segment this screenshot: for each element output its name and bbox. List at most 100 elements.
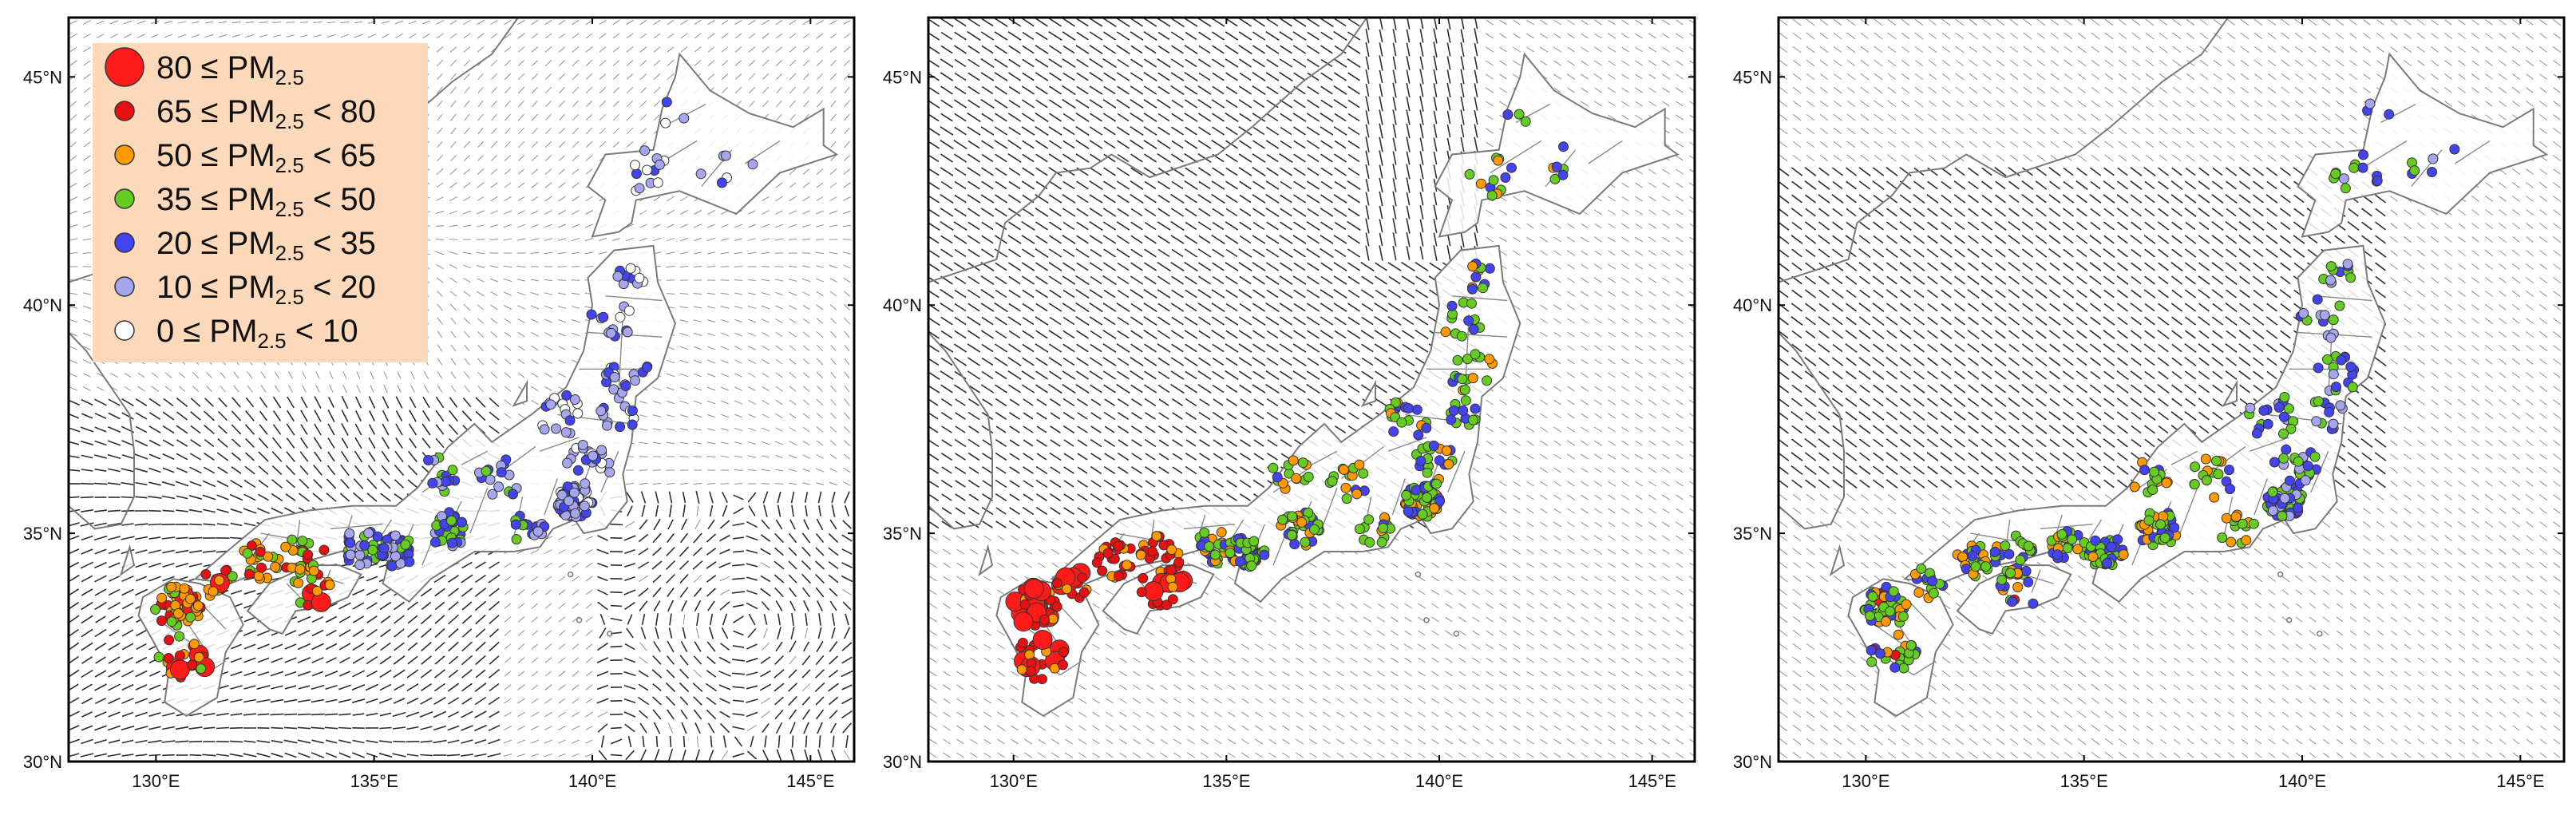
wind-arrow xyxy=(1239,221,1252,231)
wind-arrow xyxy=(981,153,994,163)
wind-arrow xyxy=(1198,180,1211,190)
wind-arrow xyxy=(1062,153,1076,163)
wind-arrow xyxy=(474,738,487,745)
wind-arrow xyxy=(531,576,539,582)
wind-arrow xyxy=(216,698,229,703)
wind-arrow xyxy=(746,520,758,528)
wind-arrow xyxy=(692,560,703,570)
wind-arrow xyxy=(953,99,967,109)
wind-arrow xyxy=(1365,218,1370,234)
wind-arrow xyxy=(1225,72,1238,81)
wind-arrow xyxy=(272,410,282,421)
wind-arrow xyxy=(286,22,295,23)
wind-arrow xyxy=(842,520,852,529)
wind-arrow xyxy=(1540,250,1548,256)
wind-arrow xyxy=(504,711,512,718)
wind-arrow xyxy=(202,494,216,501)
wind-arrow xyxy=(134,453,148,460)
wind-arrow xyxy=(518,113,524,121)
wind-arrow xyxy=(135,754,148,757)
wind-arrow xyxy=(395,396,403,409)
wind-arrow xyxy=(830,330,837,338)
wind-arrow xyxy=(585,630,593,636)
wind-arrow xyxy=(435,20,445,25)
wind-arrow xyxy=(748,210,756,215)
wind-arrow xyxy=(652,386,662,391)
wind-arrow xyxy=(967,140,980,149)
wind-arrow xyxy=(448,601,459,611)
wind-arrow xyxy=(1252,194,1266,204)
wind-arrow xyxy=(1089,235,1103,244)
wind-arrow xyxy=(679,428,689,431)
wind-arrow xyxy=(802,318,810,324)
wind-arrow xyxy=(667,709,675,720)
wind-arrow xyxy=(734,19,742,26)
wind-arrow xyxy=(379,601,392,611)
wind-arrow xyxy=(1225,140,1238,149)
wind-arrow xyxy=(994,248,1008,258)
station-point xyxy=(354,549,366,560)
wind-arrow xyxy=(747,305,757,310)
wind-arrow xyxy=(243,590,256,595)
wind-arrow xyxy=(272,22,282,23)
wind-arrow xyxy=(842,239,852,240)
wind-arrow xyxy=(816,344,824,352)
wind-arrow xyxy=(517,331,525,338)
wind-arrow xyxy=(259,424,268,435)
wind-arrow xyxy=(407,479,418,489)
wind-arrow xyxy=(1676,182,1684,188)
wind-arrow xyxy=(624,723,635,733)
wind-arrow xyxy=(829,182,837,188)
wind-arrow xyxy=(572,46,580,53)
wind-arrow xyxy=(436,168,444,175)
wind-arrow xyxy=(1635,277,1643,283)
wind-arrow xyxy=(1419,109,1424,125)
wind-arrow xyxy=(625,482,635,485)
wind-arrow xyxy=(257,671,270,676)
wind-arrow xyxy=(475,574,486,584)
wind-arrow xyxy=(1265,303,1280,312)
station-point xyxy=(280,541,291,552)
wind-arrow xyxy=(1197,85,1212,95)
wind-arrow xyxy=(271,451,283,462)
station-point xyxy=(564,415,576,426)
wind-arrow xyxy=(477,182,485,188)
wind-arrow xyxy=(719,722,730,734)
wind-arrow xyxy=(774,709,784,720)
station-point xyxy=(345,537,356,548)
wind-arrow xyxy=(393,698,406,704)
wind-arrow xyxy=(1252,208,1265,217)
wind-arrow xyxy=(297,713,311,716)
wind-arrow xyxy=(110,372,118,378)
wind-arrow xyxy=(693,532,702,544)
wind-arrow xyxy=(940,248,953,258)
wind-arrow xyxy=(653,86,661,94)
wind-arrow xyxy=(558,210,566,215)
wind-arrow xyxy=(585,739,593,744)
wind-arrow xyxy=(435,410,445,422)
wind-arrow xyxy=(1675,196,1684,202)
wind-arrow xyxy=(842,588,852,596)
wind-arrow xyxy=(1648,168,1656,175)
wind-arrow xyxy=(82,292,92,295)
wind-arrow xyxy=(641,614,646,625)
wind-arrow xyxy=(1157,221,1171,231)
wind-arrow xyxy=(134,726,148,730)
wind-arrow xyxy=(83,114,91,121)
wind-arrow xyxy=(967,167,981,176)
wind-arrow xyxy=(558,562,566,568)
wind-arrow xyxy=(599,613,606,626)
wind-arrow xyxy=(148,576,161,582)
wind-arrow xyxy=(1567,87,1575,93)
wind-arrow xyxy=(490,210,498,215)
wind-arrow xyxy=(422,33,430,39)
wind-arrow xyxy=(1419,246,1424,260)
wind-arrow xyxy=(775,519,783,530)
station-point xyxy=(625,263,636,274)
wind-arrow xyxy=(1197,262,1212,271)
wind-arrow xyxy=(953,140,967,149)
wind-arrow xyxy=(829,19,837,26)
wind-arrow xyxy=(449,182,457,188)
wind-arrow xyxy=(504,616,512,623)
